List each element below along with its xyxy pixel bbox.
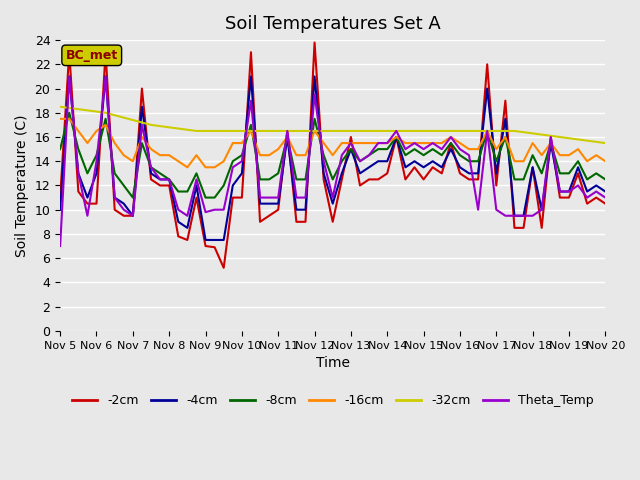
-32cm bbox=[72, 106, 79, 112]
-4cm bbox=[202, 237, 209, 243]
-4cm bbox=[538, 207, 545, 213]
-2cm bbox=[400, 169, 408, 175]
-32cm bbox=[397, 128, 404, 134]
-2cm bbox=[370, 177, 378, 182]
-16cm bbox=[158, 152, 166, 158]
Theta_Temp bbox=[368, 148, 376, 154]
-8cm bbox=[538, 170, 545, 176]
-2cm bbox=[56, 195, 64, 201]
-4cm bbox=[56, 207, 64, 213]
-32cm bbox=[602, 140, 609, 146]
Line: -8cm: -8cm bbox=[60, 113, 605, 198]
-4cm bbox=[73, 155, 81, 160]
Legend: -2cm, -4cm, -8cm, -16cm, -32cm, Theta_Temp: -2cm, -4cm, -8cm, -16cm, -32cm, Theta_Te… bbox=[67, 389, 598, 412]
Theta_Temp bbox=[159, 177, 167, 182]
-2cm bbox=[602, 201, 609, 206]
-16cm bbox=[536, 150, 544, 156]
-8cm bbox=[370, 149, 378, 155]
-8cm bbox=[388, 140, 396, 146]
-8cm bbox=[73, 140, 81, 146]
-2cm bbox=[311, 40, 319, 46]
-8cm bbox=[129, 195, 137, 201]
-16cm bbox=[399, 138, 406, 144]
Theta_Temp bbox=[399, 140, 406, 146]
-32cm bbox=[385, 128, 392, 134]
-8cm bbox=[400, 149, 408, 155]
-8cm bbox=[65, 110, 73, 116]
-2cm bbox=[158, 182, 166, 188]
-2cm bbox=[538, 225, 545, 231]
Theta_Temp bbox=[602, 195, 609, 201]
Line: -16cm: -16cm bbox=[60, 119, 605, 168]
Theta_Temp bbox=[73, 155, 81, 160]
-32cm bbox=[56, 104, 64, 109]
Title: Soil Temperatures Set A: Soil Temperatures Set A bbox=[225, 15, 440, 33]
-4cm bbox=[370, 161, 378, 167]
-2cm bbox=[72, 142, 79, 148]
-32cm bbox=[158, 123, 166, 129]
Text: BC_met: BC_met bbox=[66, 49, 118, 62]
-4cm bbox=[388, 146, 396, 152]
Theta_Temp bbox=[65, 73, 73, 79]
-4cm bbox=[159, 177, 167, 182]
Line: -4cm: -4cm bbox=[60, 76, 605, 240]
-16cm bbox=[602, 158, 609, 164]
-8cm bbox=[56, 146, 64, 152]
Y-axis label: Soil Temperature (C): Soil Temperature (C) bbox=[15, 114, 29, 257]
-8cm bbox=[602, 177, 609, 182]
Line: -32cm: -32cm bbox=[60, 107, 605, 143]
-16cm bbox=[387, 138, 394, 144]
-4cm bbox=[400, 159, 408, 165]
-4cm bbox=[602, 189, 609, 194]
-2cm bbox=[220, 265, 228, 271]
Line: -2cm: -2cm bbox=[60, 43, 605, 268]
-16cm bbox=[184, 165, 191, 170]
-16cm bbox=[368, 140, 376, 146]
-4cm bbox=[65, 73, 73, 79]
-32cm bbox=[535, 132, 543, 137]
-8cm bbox=[161, 173, 168, 179]
Line: Theta_Temp: Theta_Temp bbox=[60, 76, 605, 246]
X-axis label: Time: Time bbox=[316, 356, 349, 370]
Theta_Temp bbox=[387, 136, 394, 142]
-2cm bbox=[388, 152, 396, 158]
-16cm bbox=[56, 116, 64, 122]
Theta_Temp bbox=[56, 243, 64, 249]
-16cm bbox=[72, 124, 79, 130]
Theta_Temp bbox=[536, 208, 544, 214]
-32cm bbox=[367, 128, 374, 134]
